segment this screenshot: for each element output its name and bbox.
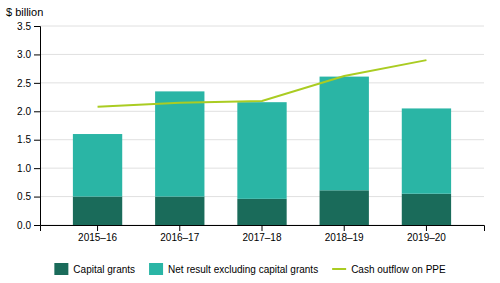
x-tick-mark <box>262 225 263 231</box>
plot: 2015–162016–172017–182018–192019–200.00.… <box>17 21 484 243</box>
bar <box>237 102 286 199</box>
line <box>98 60 427 107</box>
x-tick-mark <box>179 225 180 231</box>
x-tick-label: 2018–19 <box>325 232 364 243</box>
bar <box>73 197 122 225</box>
grid-line <box>40 82 484 83</box>
y-tick: 1.5 <box>17 134 40 145</box>
x-tick-label: 2019–20 <box>407 232 446 243</box>
grid-line <box>40 54 484 55</box>
grid <box>40 26 484 225</box>
y-tick-mark <box>34 168 40 169</box>
bar <box>237 199 286 225</box>
legend-item: Net result excluding capital grants <box>149 263 318 275</box>
legend-swatch <box>149 263 163 275</box>
x-axis: 2015–16 2016–17 2017–18 2018–19 2019–20 <box>41 225 485 243</box>
grid-line <box>40 26 484 27</box>
legend-item: Cash outflow on PPE <box>332 264 446 275</box>
y-tick-mark <box>34 225 40 226</box>
y-tick-label: 3.0 <box>17 49 31 60</box>
y-tick: 3.0 <box>17 49 40 60</box>
bar <box>155 197 204 225</box>
y-axis-line <box>34 27 41 226</box>
y-tick-label: 0.5 <box>17 191 31 202</box>
marks <box>73 60 451 225</box>
x-axis-line <box>41 226 485 232</box>
legend-swatch <box>54 263 68 275</box>
y-tick: 1.0 <box>17 163 40 174</box>
bar <box>402 194 451 225</box>
legend-swatch <box>332 268 346 270</box>
y-tick-mark <box>34 111 40 112</box>
x-tick-label: 2017–18 <box>243 232 282 243</box>
x-tick-label: 2016–17 <box>160 232 199 243</box>
y-tick-label: 0.0 <box>17 220 31 231</box>
bar-series <box>73 77 451 199</box>
bar <box>402 108 451 193</box>
x-tick-label: 2015–16 <box>78 232 117 243</box>
y-tick-label: 3.5 <box>17 21 31 32</box>
y-tick-mark <box>34 26 40 27</box>
y-tick: 0.0 <box>17 220 40 231</box>
y-tick-mark <box>34 54 40 55</box>
chart-container: 2015–162016–172017–182018–192019–200.00.… <box>0 0 500 283</box>
chart: 2015–162016–172017–182018–192019–200.00.… <box>0 0 500 283</box>
bar <box>320 190 369 225</box>
y-tick-label: 2.5 <box>17 78 31 89</box>
y-tick: 2.0 <box>17 106 40 117</box>
y-tick-label: 1.0 <box>17 163 31 174</box>
x-tick-mark <box>97 225 98 231</box>
legend-label: Net result excluding capital grants <box>168 264 318 275</box>
legend-item: Capital grants <box>54 263 135 275</box>
x-tick: 2018–19 <box>325 225 364 243</box>
bar <box>320 77 369 191</box>
x-tick: 2016–17 <box>160 225 199 243</box>
y-tick-mark <box>34 197 40 198</box>
y-tick: 3.5 <box>17 21 40 32</box>
y-tick: 0.5 <box>17 191 40 202</box>
y-tick: 2.5 <box>17 78 40 89</box>
y-tick-mark <box>34 83 40 84</box>
bar <box>155 91 204 196</box>
y-tick-label: 1.5 <box>17 134 31 145</box>
x-tick-mark <box>344 225 345 231</box>
x-tick: 2019–20 <box>407 225 446 243</box>
y-tick-label: 2.0 <box>17 106 31 117</box>
y-axis-title: $ billion <box>6 6 43 18</box>
legend-label: Capital grants <box>73 264 135 275</box>
y-axis: 0.0 0.5 1.0 1.5 2.0 2.5 3.0 3.5 <box>17 21 40 231</box>
x-tick-mark <box>426 225 427 231</box>
legend-label: Cash outflow on PPE <box>351 264 446 275</box>
x-tick: 2017–18 <box>243 225 282 243</box>
bar <box>73 134 122 197</box>
x-tick: 2015–16 <box>78 225 117 243</box>
legend: Capital grants Net result excluding capit… <box>54 263 446 275</box>
y-tick-mark <box>34 140 40 141</box>
